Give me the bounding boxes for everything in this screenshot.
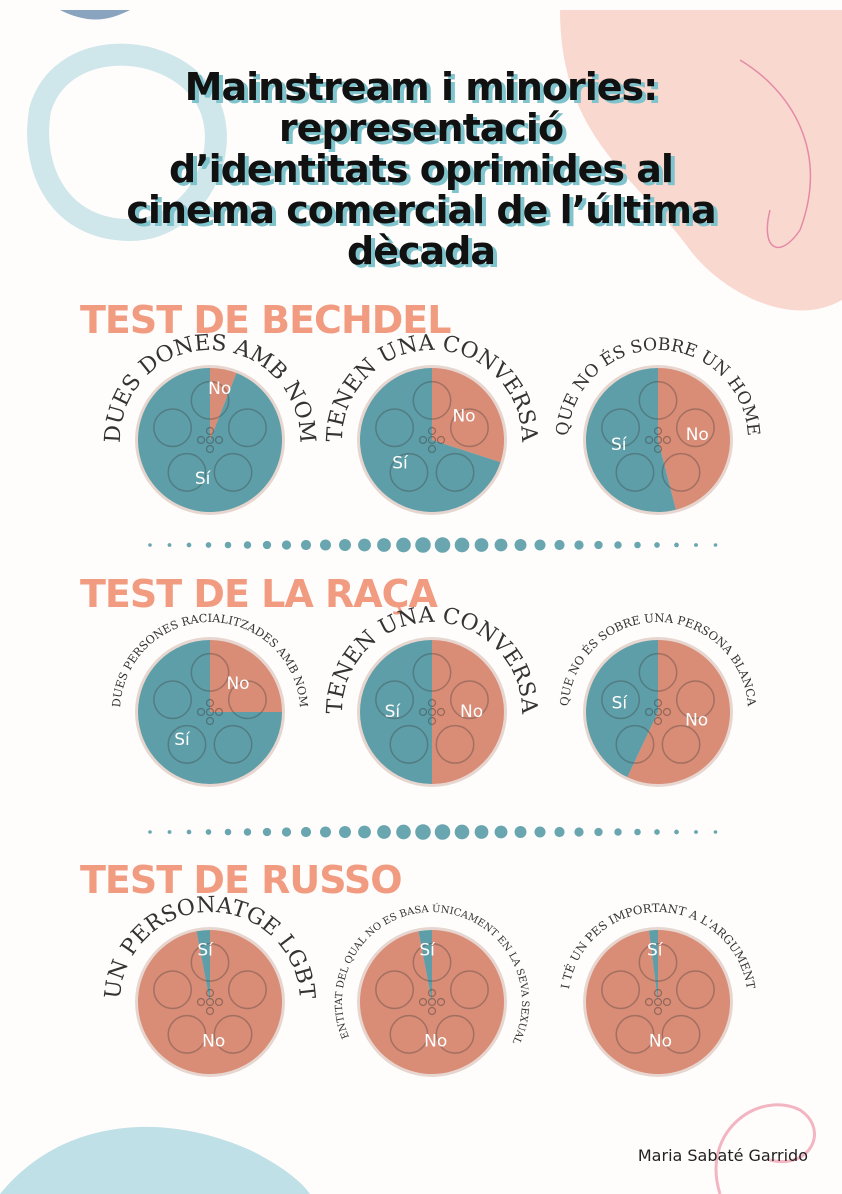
slice-label: Sí (419, 940, 436, 960)
separator-dot (206, 829, 212, 835)
separator-dot (594, 828, 602, 836)
separator-dot (358, 539, 371, 552)
separator-dot (187, 543, 192, 548)
separator-dot (225, 542, 232, 549)
separator-dot (263, 541, 271, 549)
separator-dot (634, 829, 641, 836)
separator-dot (634, 542, 641, 549)
separator-dot (396, 538, 411, 553)
separator-dot (594, 541, 602, 549)
separator-dot (168, 830, 172, 834)
separator-dot (320, 826, 331, 837)
separator-dot (475, 538, 489, 552)
separator-dot (674, 543, 679, 548)
author: Maria Sabaté Garrido (638, 1146, 808, 1165)
separator-dot (415, 537, 431, 553)
separator-dot (301, 827, 311, 837)
title-line: cinema comercial de l’última (126, 188, 715, 232)
separator-dot (225, 829, 232, 836)
separator-dot (339, 539, 351, 551)
separator-dot (694, 543, 698, 547)
separator-dot (301, 540, 311, 550)
separator-dot (534, 539, 545, 550)
slice-label: No (452, 407, 475, 427)
separator-dot (377, 825, 391, 839)
separator-dot (614, 828, 621, 835)
separator-dot (320, 539, 331, 550)
separator-dot (495, 826, 508, 839)
separator-dot (714, 830, 718, 834)
separator-dot (148, 543, 152, 547)
separator-dot (455, 538, 470, 553)
separator-dot (554, 540, 564, 550)
slice-label: No (208, 379, 231, 399)
slice-label: No (460, 702, 483, 722)
separator-dot (396, 825, 411, 840)
slice-label: Sí (197, 940, 214, 960)
separator-dot (574, 540, 583, 549)
separator-dot (435, 824, 451, 840)
slice-label: Sí (195, 469, 212, 489)
separator-dot (674, 830, 679, 835)
separator-dot (495, 539, 508, 552)
separator-dot (654, 829, 660, 835)
separator-dot (187, 830, 192, 835)
slice-label: Sí (174, 730, 191, 750)
separator-dot (534, 826, 545, 837)
separator-dot (168, 543, 172, 547)
separator-dot (574, 827, 583, 836)
separator-dot (148, 830, 152, 834)
separator-dot (282, 540, 291, 549)
separator-dot (339, 826, 351, 838)
title-line: representació (279, 106, 563, 150)
pie-chart: SíNoUN PERSONATGE LGBT (101, 893, 319, 1077)
title-line: dècada (347, 229, 495, 273)
slice-label: Sí (611, 435, 628, 455)
section-heading: TEST DE LA RAÇA (80, 572, 439, 616)
separator-dot (435, 537, 451, 553)
separator-dot (455, 825, 470, 840)
separator-dot (654, 542, 660, 548)
slice-label: No (685, 711, 708, 731)
separator-dot (714, 543, 718, 547)
slice-label: Sí (392, 453, 409, 473)
slice-label: No (649, 1032, 672, 1052)
separator-dot (515, 539, 527, 551)
section-heading: TEST DE RUSSO (80, 858, 402, 902)
slice-label: No (424, 1031, 447, 1051)
separator-dot (475, 825, 489, 839)
separator-dot (358, 826, 371, 839)
separator-dot (377, 538, 391, 552)
separator-dot (263, 828, 271, 836)
page: Mainstream i minories:Mainstream i minor… (0, 0, 842, 1194)
title-line: Mainstream i minories: (185, 65, 658, 109)
infographic: Mainstream i minories:Mainstream i minor… (0, 0, 842, 1194)
separator-dot (244, 541, 251, 548)
separator-dot (415, 824, 431, 840)
slice-label: No (202, 1031, 225, 1051)
separator-dot (694, 830, 698, 834)
separator-dot (206, 542, 212, 548)
slice-label: No (226, 674, 249, 694)
title-line: d’identitats oprimides al (169, 147, 673, 191)
slice-label: No (686, 425, 709, 445)
slice-label: Sí (647, 940, 664, 960)
slice-label: Sí (385, 702, 402, 722)
separator-dot (515, 826, 527, 838)
slice-label: Sí (612, 693, 629, 713)
separator-dot (282, 827, 291, 836)
separator-dot (554, 827, 564, 837)
separator-dot (614, 541, 621, 548)
section-heading: TEST DE BECHDEL (80, 298, 451, 342)
separator-dot (244, 828, 251, 835)
